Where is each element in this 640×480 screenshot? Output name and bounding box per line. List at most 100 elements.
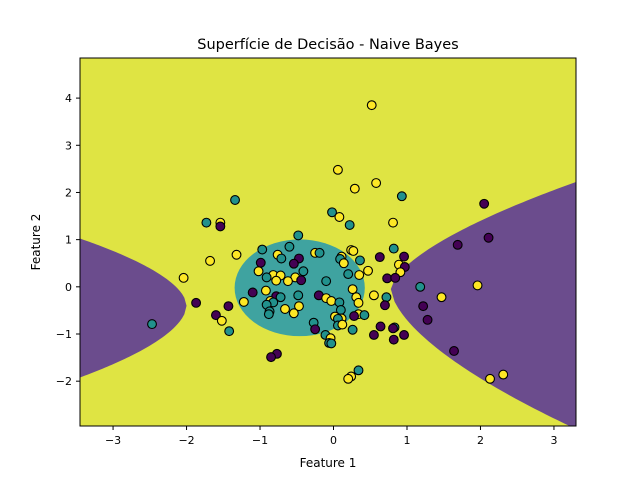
y-tick-label: −1 (56, 328, 72, 341)
chart-title: Superfície de Decisão - Naive Bayes (197, 37, 459, 53)
data-point-class2 (353, 297, 364, 308)
plot-area (80, 58, 576, 426)
data-point-class1 (257, 244, 268, 255)
data-point-class2 (294, 301, 304, 312)
y-axis: −2 −1 0 1 2 3 4 (56, 92, 80, 388)
data-point-class2 (337, 319, 348, 330)
data-point-class2 (288, 308, 299, 319)
data-point-class0 (399, 329, 410, 340)
data-point-class0 (255, 257, 266, 268)
data-point-class0 (399, 251, 410, 262)
data-point-class2 (354, 270, 365, 280)
data-point-class0 (390, 272, 401, 283)
data-point-class2 (363, 265, 373, 276)
y-tick-label: −2 (56, 375, 72, 388)
data-point-class2 (348, 246, 359, 256)
x-tick-label: −1 (252, 434, 268, 447)
data-point-class0 (288, 258, 299, 269)
data-point-class0 (449, 346, 459, 356)
x-tick-label: 1 (403, 434, 410, 447)
data-point-class0 (452, 239, 463, 250)
plot-frame (79, 57, 577, 427)
x-axis: −3 −2 −1 0 1 2 3 (105, 426, 557, 447)
data-point-class2 (388, 217, 398, 228)
data-point-class0 (479, 198, 490, 209)
data-point-class1 (353, 365, 364, 376)
data-point-class0 (422, 314, 433, 325)
data-point-class0 (388, 323, 398, 334)
data-point-class2 (326, 296, 337, 306)
data-point-class0 (418, 301, 429, 312)
data-point-class0 (215, 221, 226, 232)
data-point-class2 (238, 296, 249, 307)
data-point-class1 (326, 338, 337, 349)
data-point-class1 (381, 292, 392, 303)
data-point-class1 (293, 290, 304, 301)
data-point-class1 (314, 247, 325, 258)
data-point-class0 (368, 329, 379, 340)
data-point-class0 (310, 324, 321, 335)
data-point-class2 (349, 183, 360, 194)
data-point-class2 (334, 212, 345, 222)
data-point-class0 (247, 287, 258, 298)
y-tick-label: 3 (65, 139, 72, 152)
data-point-class0 (191, 297, 202, 308)
data-point-class1 (147, 319, 157, 330)
x-tick-label: 0 (330, 434, 337, 447)
data-point-class1 (230, 195, 240, 205)
data-point-class1 (344, 220, 355, 230)
data-point-class2 (205, 255, 216, 266)
data-point-class1 (201, 217, 212, 228)
data-point-class0 (296, 275, 307, 286)
data-point-class1 (347, 324, 358, 335)
x-tick-label: −2 (178, 434, 194, 447)
data-point-class1 (388, 243, 399, 254)
data-point-class0 (223, 301, 234, 312)
data-point-class1 (415, 281, 426, 292)
y-tick-label: 1 (65, 234, 72, 247)
y-axis-label: Feature 2 (29, 214, 43, 271)
data-point-class1 (275, 292, 286, 303)
data-point-class0 (266, 352, 277, 363)
data-point-class1 (359, 310, 370, 321)
data-point-class0 (388, 334, 399, 345)
x-tick-label: 2 (477, 434, 484, 447)
data-point-class0 (210, 310, 221, 321)
y-tick-label: 4 (65, 92, 72, 105)
data-point-class0 (379, 300, 390, 311)
data-point-class1 (261, 272, 272, 283)
data-point-class1 (321, 276, 332, 287)
data-point-class2 (472, 280, 483, 291)
data-point-class0 (483, 232, 494, 243)
data-point-class2 (332, 164, 343, 175)
data-point-class1 (396, 191, 407, 202)
region-class0-left (80, 238, 187, 378)
data-point-class0 (382, 273, 393, 284)
data-point-class2 (283, 276, 293, 287)
y-tick-label: 2 (65, 186, 72, 199)
data-point-class2 (498, 369, 509, 380)
data-point-class1 (284, 241, 295, 252)
data-point-class1 (263, 309, 274, 320)
data-point-class2 (231, 249, 242, 260)
data-point-class1 (276, 253, 287, 264)
data-point-class2 (253, 266, 264, 277)
data-point-class1 (298, 266, 309, 277)
data-point-class2 (371, 178, 382, 188)
y-tick-label: 0 (65, 281, 72, 294)
data-point-class1 (224, 326, 235, 337)
data-point-class1 (355, 255, 365, 266)
data-point-class2 (271, 275, 282, 286)
x-tick-label: −3 (105, 434, 121, 447)
data-point-class1 (293, 230, 304, 241)
data-point-class2 (366, 100, 377, 111)
data-point-class0 (375, 321, 386, 332)
data-point-class2 (347, 284, 358, 295)
data-point-class2 (343, 373, 354, 384)
data-point-class2 (368, 290, 379, 301)
x-tick-label: 3 (550, 434, 557, 447)
data-point-class1 (327, 207, 337, 218)
data-point-class2 (436, 292, 447, 303)
data-point-class2 (260, 285, 271, 296)
